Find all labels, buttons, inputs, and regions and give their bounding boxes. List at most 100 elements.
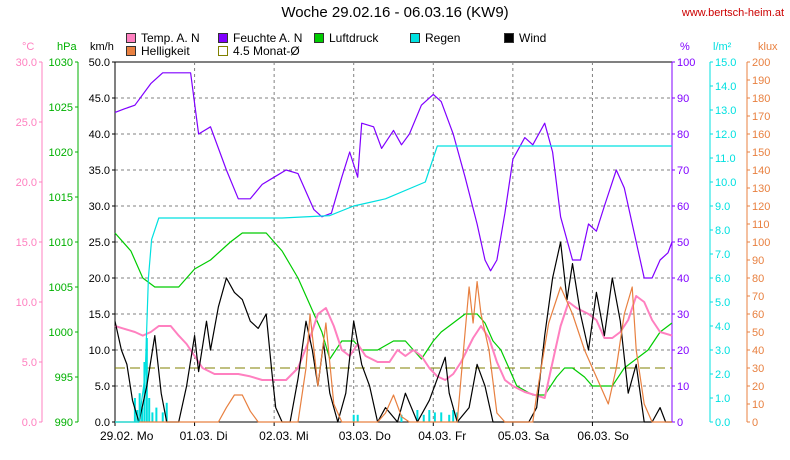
axis-tick-label-5: 110 bbox=[752, 219, 770, 231]
legend-swatch-avg bbox=[218, 46, 228, 56]
rain-bar bbox=[452, 410, 455, 422]
axis-tick-label-1: 1005 bbox=[49, 282, 73, 294]
x-tick-label: 05.03. Sa bbox=[498, 429, 550, 443]
axis-tick-label-4: 1.0 bbox=[715, 393, 730, 405]
x-tick-label: 29.02. Mo bbox=[100, 429, 154, 443]
axis-tick-label-5: 190 bbox=[752, 75, 770, 87]
site-link[interactable]: www.bertsch-heim.at bbox=[681, 7, 784, 19]
rain-bar bbox=[440, 412, 443, 422]
axis-tick-label-4: 2.0 bbox=[715, 369, 730, 381]
legend-temp: Temp. A. N bbox=[126, 31, 200, 45]
axis-tick-label-3: 90 bbox=[677, 93, 689, 105]
legend-light: Helligkeit bbox=[126, 44, 190, 58]
axis-tick-label-2: 5.0 bbox=[95, 381, 110, 393]
x-tick-label: 06.03. So bbox=[577, 429, 629, 443]
axis-tick-label-3: 10 bbox=[677, 381, 689, 393]
legend-swatch-pressure bbox=[314, 33, 324, 43]
legend-label-pressure: Luftdruck bbox=[329, 31, 379, 45]
legend-swatch-light bbox=[126, 46, 136, 56]
axis-tick-label-5: 10 bbox=[752, 399, 764, 411]
rain-bar bbox=[428, 410, 431, 422]
x-tick-label: 03.03. Do bbox=[339, 429, 391, 443]
legend-swatch-wind bbox=[504, 33, 514, 43]
axis-tick-label-5: 130 bbox=[752, 183, 770, 195]
axis-tick-label-3: 70 bbox=[677, 165, 689, 177]
axis-tick-label-5: 120 bbox=[752, 201, 770, 213]
axis-tick-label-1: 1010 bbox=[49, 237, 73, 249]
legend-swatch-temp bbox=[126, 33, 136, 43]
axis-tick-label-3: 50 bbox=[677, 237, 689, 249]
axis-unit-0: °C bbox=[22, 41, 34, 53]
legend-pressure: Luftdruck bbox=[314, 31, 378, 45]
axis-tick-label-2: 15.0 bbox=[89, 309, 110, 321]
axis-tick-label-0: 5.0 bbox=[22, 357, 37, 369]
axis-tick-label-3: 30 bbox=[677, 309, 689, 321]
legend-humidity: Feuchte A. N bbox=[218, 31, 302, 45]
axis-tick-label-5: 40 bbox=[752, 345, 764, 357]
rain-bar bbox=[148, 398, 151, 422]
rain-bar bbox=[161, 412, 164, 422]
axis-tick-label-5: 20 bbox=[752, 381, 764, 393]
legend-swatch-humidity bbox=[218, 33, 228, 43]
axis-tick-label-1: 995 bbox=[55, 372, 73, 384]
rain-bar bbox=[416, 410, 419, 422]
rain-bar bbox=[145, 338, 148, 422]
axis-tick-label-2: 10.0 bbox=[89, 345, 110, 357]
axis-tick-label-4: 0.0 bbox=[715, 417, 730, 429]
series-line-helligkeit bbox=[115, 281, 672, 423]
axis-tick-label-1: 1025 bbox=[49, 102, 73, 114]
axis-tick-label-2: 35.0 bbox=[89, 165, 110, 177]
rain-bar bbox=[400, 414, 403, 422]
legend-label-wind: Wind bbox=[519, 31, 547, 45]
axis-tick-label-5: 160 bbox=[752, 129, 770, 141]
axis-tick-label-4: 7.0 bbox=[715, 249, 730, 261]
axis-tick-label-5: 140 bbox=[752, 165, 770, 177]
axis-tick-label-1: 1000 bbox=[49, 327, 73, 339]
axis-tick-label-4: 3.0 bbox=[715, 345, 730, 357]
rain-bar bbox=[165, 402, 168, 422]
axis-tick-label-4: 15.0 bbox=[715, 57, 736, 69]
axis-tick-label-3: 0 bbox=[677, 417, 683, 429]
axis-unit-4: l/m² bbox=[713, 41, 732, 53]
axis-tick-label-0: 10.0 bbox=[16, 297, 37, 309]
legend-avg: 4.5 Monat-Ø bbox=[218, 44, 300, 58]
legend-swatch-rain bbox=[410, 33, 420, 43]
axis-tick-label-4: 12.0 bbox=[715, 129, 736, 141]
axis-tick-label-2: 30.0 bbox=[89, 201, 110, 213]
rain-bar bbox=[143, 362, 146, 422]
axis-tick-label-2: 40.0 bbox=[89, 129, 110, 141]
axis-tick-label-3: 100 bbox=[677, 57, 695, 69]
series-line-temp-a-n bbox=[114, 295, 673, 399]
legend-label-avg: 4.5 Monat-Ø bbox=[233, 44, 300, 58]
x-tick-label: 04.03. Fr bbox=[418, 429, 466, 443]
axis-tick-label-0: 25.0 bbox=[16, 117, 37, 129]
rain-bar bbox=[433, 412, 436, 422]
axis-tick-label-5: 200 bbox=[752, 57, 770, 69]
axis-tick-label-2: 20.0 bbox=[89, 273, 110, 285]
series-line-wind bbox=[114, 241, 672, 423]
axis-tick-label-5: 60 bbox=[752, 309, 764, 321]
rain-bar bbox=[141, 407, 144, 422]
axis-tick-label-5: 0 bbox=[752, 417, 758, 429]
rain-bar bbox=[352, 414, 355, 422]
axis-tick-label-5: 90 bbox=[752, 255, 764, 267]
axis-tick-label-3: 60 bbox=[677, 201, 689, 213]
axis-tick-label-2: 25.0 bbox=[89, 237, 110, 249]
rain-bar bbox=[138, 393, 141, 422]
axis-tick-label-1: 990 bbox=[55, 417, 73, 429]
axis-tick-label-4: 9.0 bbox=[715, 201, 730, 213]
axis-tick-label-4: 11.0 bbox=[715, 153, 736, 165]
axis-tick-label-1: 1020 bbox=[49, 147, 73, 159]
axis-tick-label-5: 180 bbox=[752, 93, 770, 105]
legend-rain: Regen bbox=[410, 31, 460, 45]
axis-tick-label-3: 40 bbox=[677, 273, 689, 285]
axis-unit-3: % bbox=[680, 41, 690, 53]
axis-tick-label-1: 1015 bbox=[49, 192, 73, 204]
axis-tick-label-5: 100 bbox=[752, 237, 770, 249]
series-line-luftdruck bbox=[114, 232, 673, 396]
axis-tick-label-2: 50.0 bbox=[89, 57, 110, 69]
x-tick-label: 02.03. Mi bbox=[259, 429, 308, 443]
axis-tick-label-4: 10.0 bbox=[715, 177, 736, 189]
legend-label-humidity: Feuchte A. N bbox=[233, 31, 303, 45]
axis-tick-label-5: 150 bbox=[752, 147, 770, 159]
